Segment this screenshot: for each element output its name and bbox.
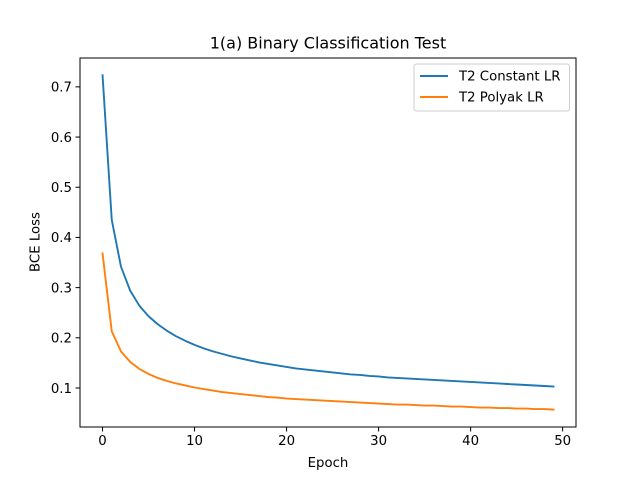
y-tick-label: 0.4 [51, 231, 72, 246]
y-axis-label: BCE Loss [29, 212, 44, 272]
x-axis-label: Epoch [308, 456, 349, 471]
legend-box [413, 63, 570, 112]
axes-frame [79, 57, 577, 428]
y-tick-label: 0.7 [51, 81, 72, 96]
y-tick-label: 0.6 [51, 131, 72, 146]
legend: T2 Constant LR T2 Polyak LR [413, 63, 570, 112]
x-axis-ticks: 0 10 20 30 40 50 [98, 427, 571, 449]
y-axis-ticks: 0.1 0.2 0.3 0.4 0.5 0.6 0.7 [51, 81, 80, 397]
x-tick-label: 20 [278, 434, 295, 449]
series-line-t2-constant-lr [101, 74, 555, 388]
chart-title: 1(a) Binary Classification Test [210, 34, 447, 53]
y-tick-label: 0.2 [51, 332, 72, 347]
plot-series [101, 74, 555, 411]
x-tick-label: 30 [370, 434, 387, 449]
x-tick-label: 10 [186, 434, 203, 449]
y-tick-label: 0.5 [51, 181, 72, 196]
x-tick-label: 40 [462, 434, 479, 449]
x-tick-label: 50 [554, 434, 571, 449]
y-tick-label: 0.3 [51, 281, 72, 296]
legend-label-constant-lr: T2 Constant LR [458, 70, 560, 85]
y-tick-label: 0.1 [51, 382, 72, 397]
x-tick-label: 0 [98, 434, 106, 449]
series-line-t2-polyak-lr [101, 252, 555, 411]
axes-spines [79, 57, 577, 428]
legend-label-polyak-lr: T2 Polyak LR [458, 91, 544, 106]
